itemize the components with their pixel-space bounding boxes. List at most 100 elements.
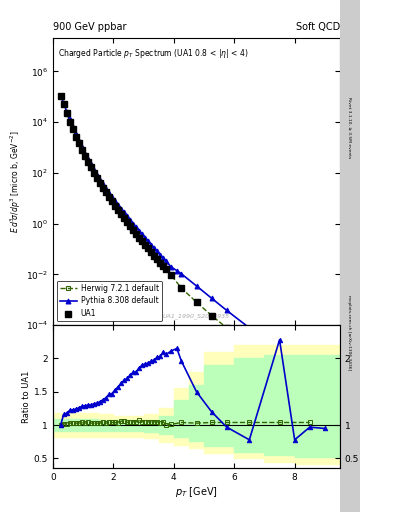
UA1 — [58, 93, 63, 99]
UA1 — [79, 147, 84, 153]
Pythia 8.308 default — [158, 252, 163, 258]
Pythia 8.308 default — [79, 144, 84, 151]
Pythia 8.308 default — [140, 231, 145, 238]
Herwig 7.2.1 default — [64, 110, 69, 116]
Pythia 8.308 default — [67, 116, 72, 122]
UA1 — [143, 242, 147, 248]
Herwig 7.2.1 default — [277, 362, 282, 369]
Text: 900 GeV ppbar: 900 GeV ppbar — [53, 22, 127, 32]
Pythia 8.308 default — [292, 353, 297, 359]
UA1 — [224, 325, 229, 331]
Pythia 8.308 default — [110, 194, 114, 200]
UA1 — [209, 313, 214, 319]
Text: mcplots.cern.ch [arXiv:1306.3436]: mcplots.cern.ch [arXiv:1306.3436] — [347, 295, 351, 370]
Text: Charged Particle $p_T$ Spectrum (UA1 0.8 < |$\eta$| < 4): Charged Particle $p_T$ Spectrum (UA1 0.8… — [58, 47, 249, 60]
Pythia 8.308 default — [58, 93, 63, 99]
Herwig 7.2.1 default — [161, 263, 165, 269]
Text: Rivet 3.1.10, ≥ 3.5M events: Rivet 3.1.10, ≥ 3.5M events — [347, 97, 351, 159]
Pythia 8.308 default — [152, 245, 156, 251]
Pythia 8.308 default — [83, 151, 87, 157]
Pythia 8.308 default — [73, 131, 78, 137]
Pythia 8.308 default — [119, 205, 123, 211]
Pythia 8.308 default — [88, 161, 93, 167]
Line: Herwig 7.2.1 default: Herwig 7.2.1 default — [58, 93, 312, 387]
UA1 — [83, 153, 87, 159]
Pythia 8.308 default — [209, 295, 214, 301]
Pythia 8.308 default — [92, 167, 96, 173]
Y-axis label: $E\,d^3\!\sigma/dp^3$ [micro b, GeV$^{-2}$]: $E\,d^3\!\sigma/dp^3$ [micro b, GeV$^{-2… — [9, 131, 23, 233]
Herwig 7.2.1 default — [149, 248, 154, 254]
UA1 — [158, 260, 163, 266]
UA1 — [110, 198, 114, 204]
Pythia 8.308 default — [131, 221, 136, 227]
UA1 — [125, 219, 129, 225]
X-axis label: $p_T$ [GeV]: $p_T$ [GeV] — [175, 485, 218, 499]
Pythia 8.308 default — [107, 190, 111, 196]
Herwig 7.2.1 default — [307, 381, 312, 387]
Pythia 8.308 default — [146, 238, 151, 244]
Pythia 8.308 default — [194, 283, 199, 289]
UA1 — [70, 126, 75, 133]
UA1 — [101, 185, 105, 191]
Text: Soft QCD: Soft QCD — [296, 22, 340, 32]
UA1 — [103, 189, 108, 196]
UA1 — [116, 207, 120, 213]
Herwig 7.2.1 default — [70, 126, 75, 132]
Herwig 7.2.1 default — [103, 189, 108, 195]
UA1 — [247, 344, 252, 350]
Pythia 8.308 default — [76, 138, 81, 144]
Herwig 7.2.1 default — [146, 245, 151, 251]
UA1 — [85, 159, 90, 165]
Pythia 8.308 default — [64, 109, 69, 115]
Pythia 8.308 default — [149, 242, 154, 248]
UA1 — [67, 119, 72, 125]
Herwig 7.2.1 default — [58, 93, 63, 99]
Line: Pythia 8.308 default: Pythia 8.308 default — [58, 93, 327, 379]
Herwig 7.2.1 default — [110, 198, 114, 204]
UA1 — [194, 300, 199, 306]
Pythia 8.308 default — [85, 156, 90, 162]
Herwig 7.2.1 default — [179, 285, 184, 291]
UA1 — [119, 211, 123, 217]
Pythia 8.308 default — [137, 228, 141, 234]
Pythia 8.308 default — [103, 185, 108, 191]
Herwig 7.2.1 default — [85, 159, 90, 165]
Pythia 8.308 default — [125, 213, 129, 219]
Pythia 8.308 default — [97, 177, 102, 183]
UA1 — [122, 215, 127, 221]
Y-axis label: Ratio to UA1: Ratio to UA1 — [22, 371, 31, 423]
UA1 — [161, 263, 165, 269]
UA1 — [88, 164, 93, 170]
UA1 — [164, 266, 169, 272]
Pythia 8.308 default — [179, 271, 184, 277]
UA1 — [179, 285, 184, 291]
UA1 — [97, 180, 102, 186]
Herwig 7.2.1 default — [224, 325, 229, 331]
Herwig 7.2.1 default — [158, 259, 163, 265]
Herwig 7.2.1 default — [83, 153, 87, 159]
Herwig 7.2.1 default — [101, 184, 105, 190]
UA1 — [169, 272, 173, 278]
UA1 — [137, 234, 141, 241]
Text: UA1_1990_S2044935: UA1_1990_S2044935 — [163, 314, 230, 319]
Pythia 8.308 default — [116, 202, 120, 208]
UA1 — [92, 170, 96, 176]
Pythia 8.308 default — [155, 248, 160, 254]
Pythia 8.308 default — [61, 100, 66, 106]
Herwig 7.2.1 default — [194, 299, 199, 305]
UA1 — [64, 111, 69, 117]
Pythia 8.308 default — [134, 224, 138, 230]
Pythia 8.308 default — [174, 268, 179, 274]
Herwig 7.2.1 default — [113, 202, 118, 208]
Pythia 8.308 default — [247, 325, 252, 331]
UA1 — [107, 194, 111, 200]
Herwig 7.2.1 default — [92, 169, 96, 176]
Herwig 7.2.1 default — [131, 226, 136, 232]
Herwig 7.2.1 default — [122, 215, 127, 221]
Herwig 7.2.1 default — [116, 206, 120, 212]
UA1 — [152, 252, 156, 259]
Herwig 7.2.1 default — [107, 194, 111, 200]
Line: UA1: UA1 — [57, 93, 313, 388]
UA1 — [131, 227, 136, 233]
Pythia 8.308 default — [122, 209, 127, 216]
